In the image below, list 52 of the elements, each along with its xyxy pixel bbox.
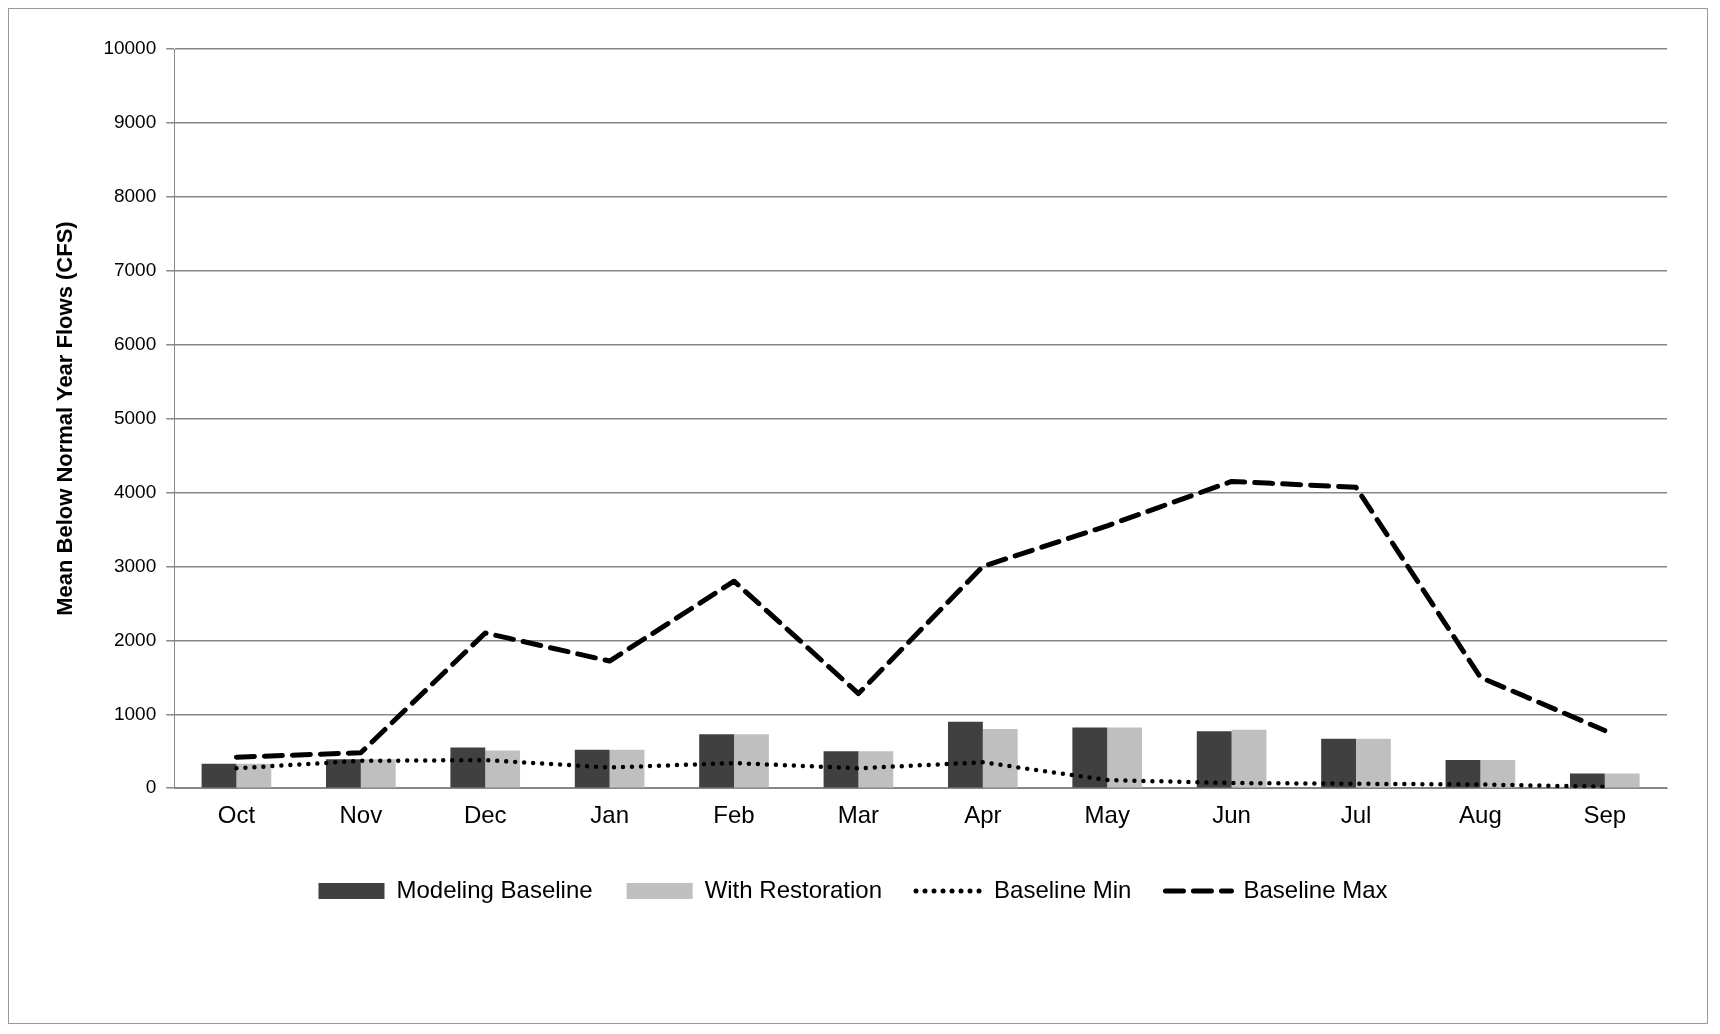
y-tick-label: 2000 [113, 628, 157, 650]
y-axis-title: Mean Below Normal Year Flows (CFS) [52, 221, 78, 616]
x-tick-label: May [1084, 801, 1130, 829]
bar [1107, 727, 1143, 788]
x-tick-label: Jan [590, 801, 629, 829]
legend-label: Modeling Baseline [396, 875, 593, 903]
legend-label: Baseline Min [994, 875, 1132, 903]
bar [823, 751, 859, 788]
y-tick-label: 6000 [113, 332, 157, 354]
legend-label: With Restoration [704, 875, 883, 903]
bar [1072, 727, 1108, 788]
y-tick-label: 1000 [113, 702, 157, 724]
y-tick-label: 4000 [113, 480, 157, 502]
bar [1445, 760, 1481, 788]
line-series [234, 757, 1608, 789]
bar [236, 763, 272, 788]
bar [1356, 738, 1391, 788]
y-tick-label: 3000 [113, 554, 157, 576]
x-tick-label: Feb [713, 801, 755, 829]
bar [947, 721, 983, 788]
bar [1231, 729, 1267, 788]
bar [201, 763, 237, 788]
x-tick-label: Apr [964, 801, 1002, 829]
y-tick-label: 0 [145, 776, 157, 798]
bar [734, 734, 769, 788]
y-tick-label: 5000 [113, 406, 157, 428]
bar [1321, 738, 1357, 788]
x-tick-label: Nov [339, 801, 383, 829]
x-tick-label: Aug [1459, 801, 1502, 829]
x-tick-label: Dec [463, 801, 507, 829]
y-tick-label: 9000 [113, 111, 157, 133]
bar [1604, 773, 1640, 788]
x-tick-label: Sep [1583, 801, 1627, 829]
bar [485, 750, 521, 788]
x-tick-label: Jun [1212, 801, 1251, 829]
bar [858, 751, 894, 788]
x-tick-label: Jul [1340, 801, 1372, 829]
bar [574, 749, 610, 788]
bar [1480, 760, 1516, 788]
y-tick-label: 8000 [113, 185, 157, 207]
bar [609, 749, 645, 788]
bar [360, 759, 396, 788]
x-tick-label: Mar [837, 801, 880, 829]
bar [450, 747, 486, 788]
y-tick-label: 10000 [103, 37, 157, 59]
legend-label: Baseline Max [1243, 875, 1388, 903]
y-tick-label: 7000 [113, 258, 157, 280]
bar [982, 729, 1018, 788]
bar [326, 759, 361, 788]
x-tick-label: Oct [217, 801, 256, 829]
bar [699, 734, 735, 788]
bar [1196, 731, 1232, 788]
